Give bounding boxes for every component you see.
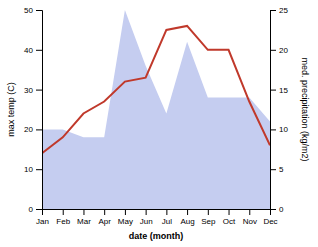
y2-axis-tick-label: 25 xyxy=(279,6,288,15)
x-axis-tick-mark xyxy=(187,209,188,215)
temp-line xyxy=(42,26,270,153)
plot-area: JanFebMarAprMayJunJulAugSepOctNovDec0102… xyxy=(6,6,310,241)
x-axis-tick-label: Sep xyxy=(201,217,216,226)
y2-axis-tick-mark xyxy=(270,169,276,170)
x-axis-tick: Nov xyxy=(243,209,257,226)
y2-axis-tick-mark xyxy=(270,10,276,11)
y2-axis-tick-mark xyxy=(270,50,276,51)
x-axis-tick-label: Mar xyxy=(77,217,91,226)
x-axis-tick-label: Aug xyxy=(180,217,194,226)
x-axis-tick: Jan xyxy=(36,209,49,226)
x-axis-tick: Jun xyxy=(140,209,153,226)
y-axis-tick-label: 40 xyxy=(24,46,33,55)
x-axis-tick: Dec xyxy=(263,209,277,226)
chart-container: JanFebMarAprMayJunJulAugSepOctNovDec0102… xyxy=(0,0,318,247)
y2-axis-tick-label: 20 xyxy=(279,46,288,55)
x-axis-tick-label: Nov xyxy=(243,217,257,226)
x-axis-tick-label: Dec xyxy=(263,217,277,226)
x-axis-tick-label: Feb xyxy=(56,217,70,226)
y-axis-tick-label: 20 xyxy=(24,125,33,134)
x-axis-tick-mark xyxy=(208,209,209,215)
y-axis-tick: 40 xyxy=(24,46,42,55)
y-axis-tick-mark xyxy=(36,90,42,91)
x-axis-tick: Jul xyxy=(162,209,172,226)
x-axis-tick-label: Oct xyxy=(223,217,236,226)
x-axis-tick-label: May xyxy=(118,217,133,226)
x-axis-line xyxy=(43,210,271,216)
x-axis-tick-mark xyxy=(249,209,250,215)
y2-axis-tick: 20 xyxy=(270,46,288,55)
y-axis: 0 10 20 30 40 50 xyxy=(24,6,42,214)
y-axis-tick-mark xyxy=(36,169,42,170)
y2-axis-line xyxy=(271,11,277,210)
y2-axis-tick-mark xyxy=(270,90,276,91)
y-axis-tick-label: 10 xyxy=(24,165,33,174)
x-axis-tick-label: Jul xyxy=(162,217,172,226)
y-axis-tick-mark xyxy=(36,50,42,51)
y2-axis-tick-label: 0 xyxy=(279,205,284,214)
y2-axis-tick: 0 xyxy=(270,205,284,214)
y-axis-tick: 10 xyxy=(24,165,42,174)
x-axis-tick: Apr xyxy=(98,209,111,226)
y-axis-tick: 30 xyxy=(24,86,42,95)
x-axis-tick: Oct xyxy=(223,209,236,226)
y-axis-tick: 0 xyxy=(29,205,42,214)
y2-axis-title: med. precipitation (kg/m2) xyxy=(300,57,310,161)
y-axis-title: max temp (C) xyxy=(6,82,16,137)
x-axis-tick-mark xyxy=(146,209,147,215)
y-axis-tick-mark xyxy=(36,209,42,210)
x-axis-tick-label: Jan xyxy=(36,217,49,226)
x-axis-tick-mark xyxy=(229,209,230,215)
x-axis-tick: Sep xyxy=(201,209,216,226)
x-axis-tick: Aug xyxy=(180,209,194,226)
x-axis-tick: Feb xyxy=(56,209,70,226)
y2-axis-tick-label: 5 xyxy=(279,165,284,174)
chart: JanFebMarAprMayJunJulAugSepOctNovDec0102… xyxy=(0,0,318,247)
y-axis-tick-label: 0 xyxy=(29,205,34,214)
y2-axis: 0 5 10 15 20 25 xyxy=(270,6,288,214)
y-axis-tick: 50 xyxy=(24,6,42,15)
y-axis-tick-mark xyxy=(36,10,42,11)
y2-axis-tick: 25 xyxy=(270,6,288,15)
y2-axis-tick-label: 10 xyxy=(279,125,288,134)
y2-axis-tick-label: 15 xyxy=(279,86,288,95)
x-axis-tick-mark xyxy=(63,209,64,215)
x-axis-tick-mark xyxy=(104,209,105,215)
x-axis: Jan Feb Mar Apr May Jun Jul Aug Sep Oct Nov Dec xyxy=(36,209,278,226)
x-axis-tick: Mar xyxy=(77,209,91,226)
precip-area xyxy=(42,10,270,209)
y-axis-tick: 20 xyxy=(24,125,42,134)
y-axis-tick-label: 50 xyxy=(24,6,33,15)
y-axis-tick-label: 30 xyxy=(24,86,33,95)
x-axis-tick-mark xyxy=(166,209,167,215)
y2-axis-tick-mark xyxy=(270,209,276,210)
x-axis-title: date (month) xyxy=(129,231,184,241)
x-axis-tick: May xyxy=(118,209,133,226)
x-axis-tick-mark xyxy=(125,209,126,215)
x-axis-tick-label: Jun xyxy=(140,217,153,226)
y-axis-line xyxy=(36,11,43,210)
y2-axis-tick-mark xyxy=(270,129,276,130)
y2-axis-tick: 10 xyxy=(270,125,288,134)
y2-axis-tick: 5 xyxy=(270,165,284,174)
x-axis-tick-label: Apr xyxy=(98,217,111,226)
y-axis-tick-mark xyxy=(36,129,42,130)
marks xyxy=(42,10,270,209)
y2-axis-tick: 15 xyxy=(270,86,288,95)
x-axis-tick-mark xyxy=(83,209,84,215)
